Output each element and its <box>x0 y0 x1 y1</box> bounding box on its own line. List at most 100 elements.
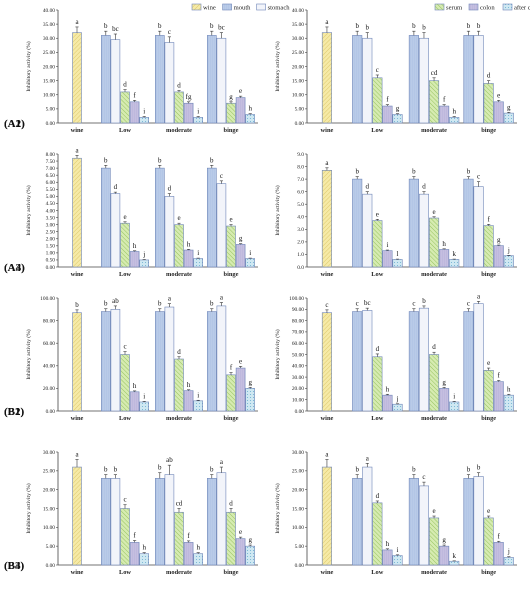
y-tick-label: 5.00 <box>46 194 56 200</box>
y-tick-label: 15.00 <box>292 78 304 84</box>
significance-letter: k <box>452 552 456 560</box>
y-tick-label: 20.00 <box>292 386 304 392</box>
bar-mouth <box>155 478 165 566</box>
significance-letter: bc <box>364 299 371 307</box>
y-tick-label: 5.00 <box>46 107 56 113</box>
significance-letter: b <box>104 466 108 474</box>
significance-letter: d <box>487 72 491 80</box>
significance-letter: d <box>177 348 181 356</box>
significance-letter: i <box>386 241 388 249</box>
x-tick-label: wine <box>71 415 84 422</box>
bar-after_colon <box>245 114 255 124</box>
x-tick-label: moderate <box>421 569 447 576</box>
significance-letter: h <box>142 544 146 552</box>
significance-letter: i <box>197 249 199 257</box>
bar-stomach <box>473 35 484 124</box>
legend: serum colon after colon <box>434 3 530 12</box>
bar-mouth <box>207 35 217 124</box>
significance-letter: h <box>386 540 390 548</box>
bar-serum <box>174 91 184 124</box>
bar-serum <box>483 83 494 124</box>
x-tick-label: Low <box>371 569 383 576</box>
y-tick-label: 35.00 <box>43 22 55 28</box>
significance-letter: g <box>442 536 446 544</box>
y-tick-label: 100.00 <box>40 296 55 302</box>
significance-letter: h <box>386 385 390 393</box>
y-tick-label: 20.00 <box>292 64 304 70</box>
legend-swatch-stomach <box>256 3 266 11</box>
significance-letter: g <box>507 103 511 111</box>
significance-letter: b <box>158 300 162 308</box>
bar-after_colon <box>392 259 403 268</box>
bar-mouth <box>463 35 474 124</box>
x-tick-label: Low <box>119 127 131 134</box>
y-tick-label: 60.00 <box>43 341 55 347</box>
y-tick-label: 25.00 <box>292 50 304 56</box>
bar-colon <box>382 250 393 268</box>
bar-stomach <box>164 474 175 566</box>
x-tick-label: wine <box>321 271 334 278</box>
significance-letter: f <box>133 532 136 540</box>
y-tick-label: 90.00 <box>292 307 304 313</box>
significance-letter: g <box>442 378 446 386</box>
y-tick-label: 10.00 <box>43 525 55 531</box>
bar-serum <box>174 511 184 566</box>
x-tick-label: Low <box>371 127 383 134</box>
bar-colon <box>439 388 450 412</box>
y-tick-label: 0.00 <box>295 563 305 569</box>
bar-serum <box>226 511 236 566</box>
legend-swatch-mouth <box>222 3 232 11</box>
significance-letter: fg <box>186 93 192 101</box>
panel-label: (B1) <box>4 406 25 418</box>
bar-serum <box>226 102 236 124</box>
significance-letter: c <box>467 300 470 308</box>
x-tick-label: moderate <box>166 271 192 278</box>
significance-letter: e <box>376 210 379 218</box>
y-tick-label: 80.00 <box>43 318 55 324</box>
bar-colon <box>183 542 194 566</box>
panel-label: (A4) <box>4 262 25 274</box>
y-axis-label: Inhibitory activity (%) <box>274 41 281 91</box>
bar-serum <box>429 517 440 566</box>
x-tick-label: Low <box>371 271 383 278</box>
y-tick-label: 1.00 <box>46 251 56 257</box>
bar-after_colon <box>449 401 460 412</box>
y-axis-label: Inhibitory activity (%) <box>25 483 32 533</box>
bar-colon <box>183 249 194 268</box>
x-tick-label: wine <box>321 569 334 576</box>
bar-after_colon <box>139 553 149 566</box>
significance-letter: a <box>325 159 329 167</box>
bar-stomach <box>216 37 227 124</box>
y-tick-label: 0.00 <box>295 121 305 127</box>
y-tick-label: 3.50 <box>46 215 56 221</box>
bar-colon <box>382 549 393 566</box>
bar-stomach <box>418 307 430 412</box>
x-tick-label: moderate <box>421 415 447 422</box>
y-tick-label: 50.00 <box>292 352 304 358</box>
bar-colon <box>129 251 140 268</box>
x-tick-label: moderate <box>166 415 192 422</box>
significance-letter: bc <box>218 24 225 32</box>
y-tick-label: 15.00 <box>43 78 55 84</box>
x-tick-label: binge <box>481 127 496 134</box>
y-tick-label: 0.0 <box>297 265 304 271</box>
bar-after_colon <box>449 117 460 124</box>
significance-letter: f <box>487 215 490 223</box>
bar-mouth <box>352 478 363 566</box>
significance-letter: i <box>249 249 251 257</box>
significance-letter: a <box>168 295 172 303</box>
significance-letter: d <box>366 183 370 191</box>
chart-panel: 0.00 5.00 10.00 15.00 20.00 25.00 30.00 Inhibit… <box>4 450 258 576</box>
y-tick-label: 8.00 <box>46 152 56 158</box>
y-tick-label: 40.00 <box>292 364 304 370</box>
significance-letter: e <box>239 87 242 95</box>
bar-serum <box>429 354 440 412</box>
y-tick-label: 3.0 <box>297 227 304 233</box>
bar-colon <box>493 381 504 412</box>
significance-letter: a <box>325 18 329 26</box>
bar-mouth <box>155 311 165 412</box>
bar-after_colon <box>193 400 203 412</box>
bar-mouth <box>155 35 165 124</box>
bar-colon <box>439 545 450 566</box>
